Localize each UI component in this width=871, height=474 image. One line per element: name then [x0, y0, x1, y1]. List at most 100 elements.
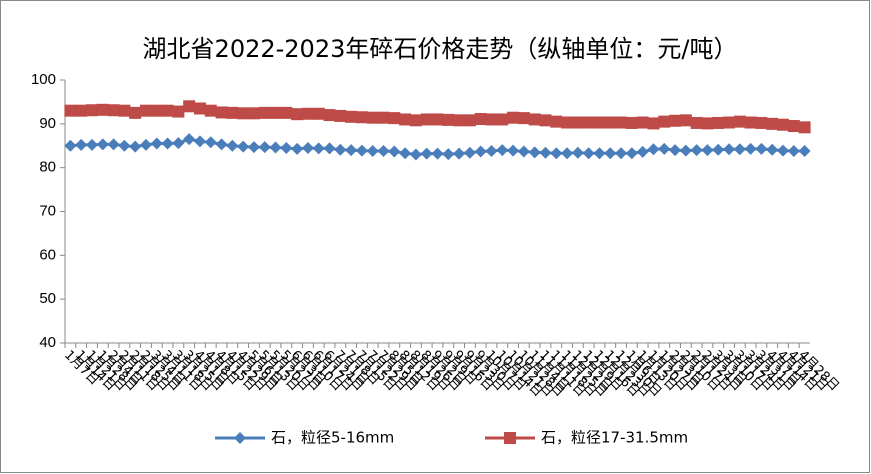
- point: [85, 138, 98, 151]
- y-tick-label: 90: [39, 115, 56, 132]
- point: [161, 104, 174, 117]
- point: [442, 113, 455, 126]
- point: [234, 432, 246, 444]
- point: [269, 141, 282, 154]
- point: [64, 139, 77, 152]
- legend-label: 石，粒径17-31.5mm: [541, 429, 688, 447]
- point: [485, 113, 498, 126]
- point: [215, 138, 228, 151]
- point: [399, 113, 412, 126]
- point: [679, 144, 692, 157]
- point: [582, 147, 595, 160]
- point: [766, 117, 779, 130]
- point: [571, 116, 584, 129]
- point: [604, 147, 617, 160]
- point: [593, 116, 606, 129]
- point: [787, 145, 800, 158]
- point: [85, 104, 98, 117]
- point: [777, 144, 790, 157]
- point: [280, 141, 293, 154]
- point: [193, 102, 206, 115]
- point: [517, 145, 530, 158]
- point: [744, 116, 757, 129]
- point: [647, 117, 660, 130]
- point: [474, 145, 487, 158]
- point: [312, 142, 325, 155]
- point: [507, 111, 520, 124]
- point: [323, 142, 336, 155]
- point: [755, 116, 768, 129]
- point: [442, 148, 455, 161]
- point: [258, 106, 271, 119]
- point: [582, 116, 595, 129]
- point: [323, 109, 336, 122]
- point: [215, 106, 228, 119]
- point: [345, 144, 358, 157]
- point: [107, 138, 120, 151]
- point: [539, 146, 552, 159]
- point: [237, 140, 250, 153]
- point: [129, 140, 142, 153]
- y-tick-label: 40: [39, 334, 56, 351]
- point: [539, 114, 552, 127]
- legend-label: 石，粒径5-16mm: [271, 429, 394, 447]
- point: [75, 104, 88, 117]
- point: [237, 107, 250, 120]
- point: [96, 138, 109, 151]
- point: [409, 114, 422, 127]
- point: [291, 108, 304, 121]
- point: [161, 137, 174, 150]
- y-tick-label: 50: [39, 290, 56, 307]
- point: [463, 114, 476, 127]
- point: [615, 147, 628, 160]
- point: [474, 113, 487, 126]
- point: [64, 104, 77, 117]
- point: [669, 144, 682, 157]
- point: [615, 116, 628, 129]
- point: [755, 142, 768, 155]
- point: [701, 117, 714, 130]
- point: [204, 136, 217, 149]
- point: [247, 141, 260, 154]
- point: [301, 141, 314, 154]
- point: [647, 143, 660, 156]
- point: [787, 120, 800, 133]
- point: [388, 145, 401, 158]
- point: [733, 143, 746, 156]
- point: [172, 137, 185, 150]
- point: [96, 103, 109, 116]
- point: [139, 104, 152, 117]
- point: [744, 142, 757, 155]
- point: [798, 121, 811, 134]
- point: [733, 115, 746, 128]
- point: [690, 116, 703, 129]
- point: [172, 105, 185, 118]
- point: [496, 113, 509, 126]
- point: [150, 137, 163, 150]
- point: [777, 118, 790, 131]
- point: [593, 147, 606, 160]
- point: [453, 147, 466, 160]
- point: [420, 113, 433, 126]
- point: [528, 113, 541, 126]
- point: [604, 116, 617, 129]
- point: [561, 116, 574, 129]
- point: [723, 116, 736, 129]
- point: [409, 148, 422, 161]
- point: [269, 106, 282, 119]
- point: [625, 116, 638, 129]
- point: [723, 143, 736, 156]
- point: [107, 104, 120, 117]
- point: [366, 145, 379, 158]
- point: [485, 145, 498, 158]
- point: [204, 104, 217, 117]
- y-tick-label: 70: [39, 202, 56, 219]
- point: [377, 111, 390, 124]
- point: [517, 112, 530, 125]
- point: [669, 114, 682, 127]
- point: [291, 142, 304, 155]
- point: [226, 139, 239, 152]
- point: [550, 115, 563, 128]
- point: [226, 106, 239, 119]
